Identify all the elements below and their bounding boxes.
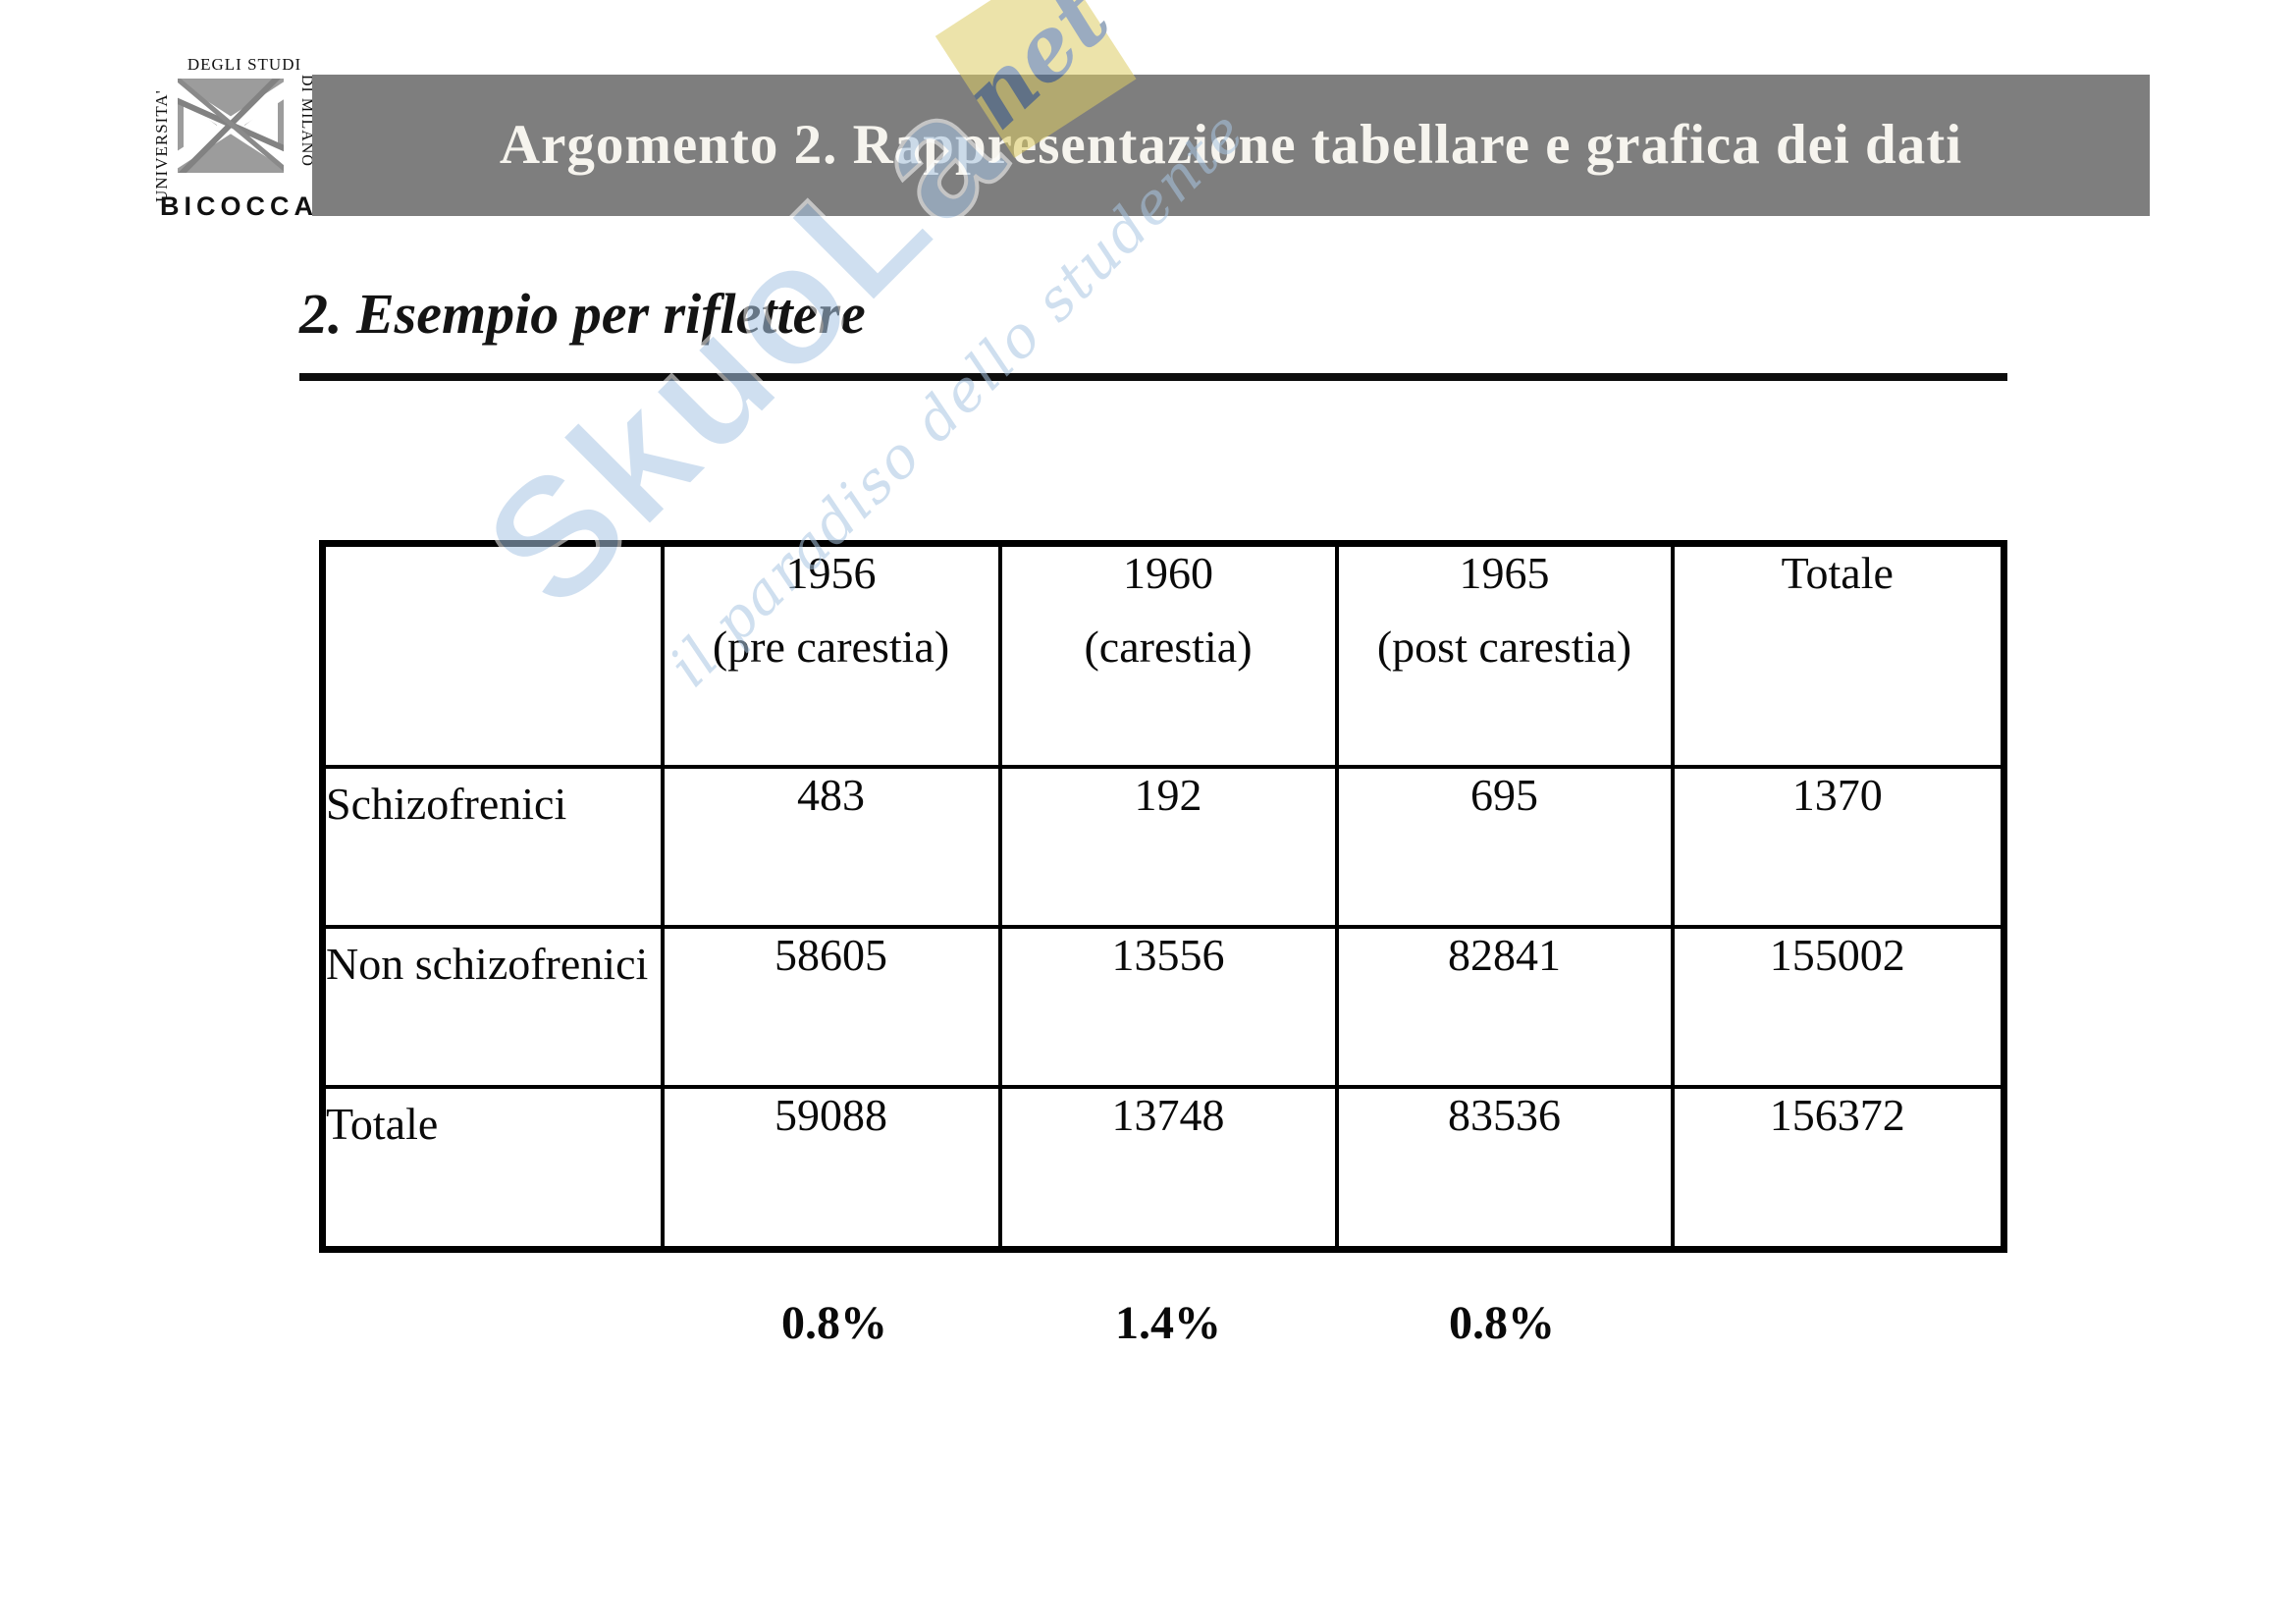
table-cell: 1370 (1670, 764, 2006, 929)
table-cell: 82841 (1334, 924, 1675, 1089)
row-label: Totale (320, 1084, 665, 1252)
row-label: Schizofrenici (320, 764, 665, 929)
column-header-1956: 1956 (pre carestia) (660, 541, 1002, 769)
table-cell: 13748 (997, 1084, 1339, 1252)
bicocca-emblem-icon (178, 79, 284, 173)
column-header-sub: (pre carestia) (712, 622, 950, 672)
row-label: Non schizofrenici (320, 924, 665, 1089)
section-underline (299, 373, 2007, 381)
table-cell: 59088 (660, 1084, 1002, 1252)
table-row: Totale 59088 13748 83536 156372 (320, 1084, 2006, 1252)
logo-text-di-milano: DI MILANO (298, 75, 315, 167)
column-header-sub: (post carestia) (1376, 622, 1632, 672)
column-header-1960: 1960 (carestia) (997, 541, 1339, 769)
university-logo: DEGLI STUDI UNIVERSITA' DI MILANO BICOCC… (152, 49, 318, 222)
percentage-1965: 0.8% (1449, 1297, 1555, 1349)
percentage-1960: 1.4% (1115, 1297, 1221, 1349)
table-cell: 156372 (1670, 1084, 2006, 1252)
table-cell: 155002 (1670, 924, 2006, 1089)
slide-header-title: Argomento 2. Rappresentazione tabellare … (499, 114, 1963, 176)
table-row: Non schizofrenici 58605 13556 82841 1550… (320, 924, 2006, 1089)
table-header-row: 1956 (pre carestia) 1960 (carestia) 1965… (320, 541, 2006, 769)
table-cell: 695 (1334, 764, 1675, 929)
column-header-year: 1956 (785, 548, 877, 598)
table-cell: 83536 (1334, 1084, 1675, 1252)
column-header-year: 1960 (1123, 548, 1213, 598)
column-header-1965: 1965 (post carestia) (1334, 541, 1675, 769)
table-cell: 58605 (660, 924, 1002, 1089)
column-header-year: Totale (1781, 548, 1894, 598)
percentage-1956: 0.8% (781, 1297, 887, 1349)
column-header-totale: Totale (1670, 541, 2006, 769)
table-cell: 13556 (997, 924, 1339, 1089)
logo-text-bicocca: BICOCCA (160, 191, 318, 221)
table-cell: 483 (660, 764, 1002, 929)
column-header-year: 1965 (1459, 548, 1550, 598)
table-corner-cell (320, 541, 665, 769)
section-title: 2. Esempio per riflettere (299, 282, 866, 346)
column-header-sub: (carestia) (1084, 622, 1253, 672)
logo-text-degli-studi: DEGLI STUDI (187, 55, 302, 74)
data-table: 1956 (pre carestia) 1960 (carestia) 1965… (319, 540, 2007, 1253)
table-cell: 192 (997, 764, 1339, 929)
table-row: Schizofrenici 483 192 695 1370 (320, 764, 2006, 929)
slide-header-bar: Argomento 2. Rappresentazione tabellare … (312, 75, 2150, 216)
logo-text-universita: UNIVERSITA' (152, 89, 171, 202)
